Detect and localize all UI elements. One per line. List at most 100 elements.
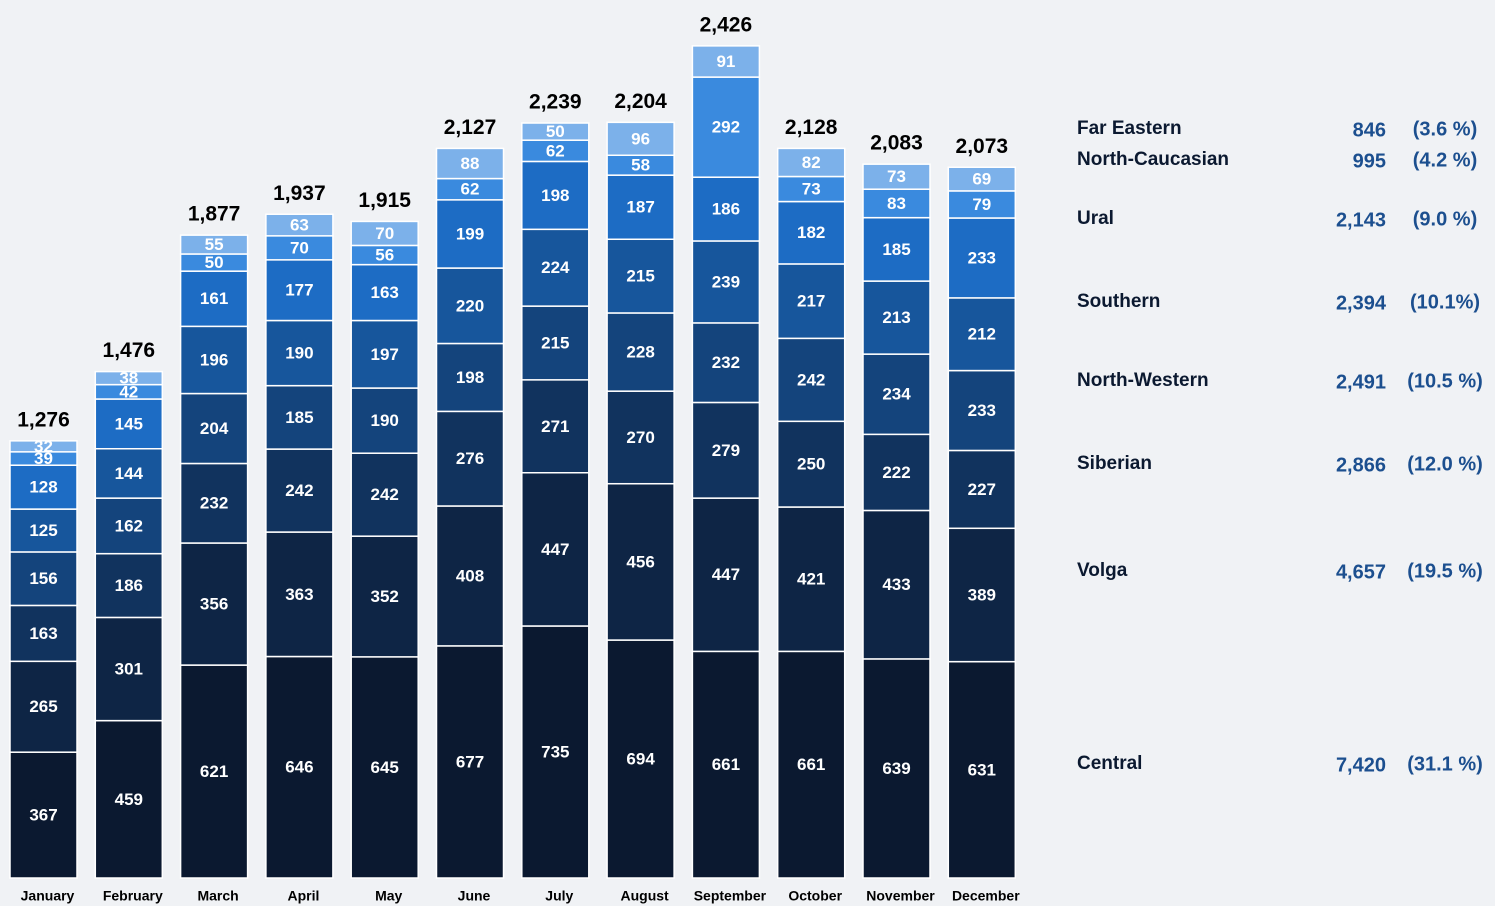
bar-segment	[9, 508, 78, 553]
bar-segment	[776, 506, 846, 653]
legend-share: (9.0 %)	[1413, 208, 1477, 230]
legend-name: Far Eastern	[1077, 118, 1182, 139]
legend-total: 846	[1353, 119, 1386, 141]
segment-label: 83	[887, 194, 906, 213]
legend-name: Central	[1077, 753, 1142, 774]
segment-label: 39	[34, 449, 53, 468]
bar-segment	[862, 163, 931, 190]
segment-label: 198	[541, 186, 569, 205]
bar-segment	[947, 166, 1017, 192]
segment-label: 661	[712, 755, 740, 774]
segment-label: 145	[115, 414, 143, 433]
bar-segment	[862, 188, 931, 219]
total-label: 2,127	[444, 116, 497, 139]
x-tick-label: December	[952, 888, 1020, 904]
total-label: 2,073	[956, 135, 1009, 158]
segment-label: 161	[200, 289, 228, 308]
bar-segment	[179, 462, 249, 544]
segment-label: 50	[546, 122, 565, 141]
bar-segment	[94, 719, 164, 879]
bar-segment	[350, 263, 419, 322]
segment-label: 661	[797, 755, 825, 774]
bar-segment	[350, 656, 419, 879]
bar-segment	[521, 379, 590, 474]
segment-label: 215	[626, 267, 654, 286]
legend-name: North-Caucasian	[1077, 149, 1229, 170]
x-tick-label: February	[103, 888, 163, 904]
segment-label: 144	[115, 464, 144, 483]
bar-segment	[776, 175, 846, 203]
segment-label: 32	[34, 437, 53, 456]
legend-share: (31.1 %)	[1407, 753, 1483, 775]
total-label: 1,937	[273, 182, 326, 205]
segment-label: 292	[712, 118, 740, 137]
bar-segment	[776, 650, 846, 879]
segment-label: 694	[626, 750, 655, 769]
segment-label: 279	[712, 441, 740, 460]
legend-share: (4.2 %)	[1413, 149, 1477, 171]
bar-segment	[606, 121, 675, 157]
bar-segment	[9, 551, 78, 607]
bar-segment	[521, 471, 590, 627]
x-tick-label: September	[694, 888, 767, 904]
x-tick-label: January	[21, 888, 75, 904]
segment-label: 163	[371, 283, 399, 302]
segment-label: 186	[712, 200, 740, 219]
legend-share: (19.5 %)	[1407, 560, 1483, 582]
legend-total: 2,394	[1336, 292, 1387, 314]
legend-share: (3.6 %)	[1413, 118, 1477, 140]
bar-segment	[435, 505, 505, 647]
segment-label: 408	[456, 566, 484, 585]
segment-label: 645	[371, 758, 399, 777]
segment-label: 389	[968, 585, 996, 604]
x-tick-label: November	[866, 888, 935, 904]
bar-segment	[947, 369, 1017, 452]
segment-label: 73	[887, 167, 906, 186]
legend-total: 995	[1353, 150, 1386, 172]
segment-label: 162	[115, 516, 143, 535]
bar-segment	[9, 440, 78, 453]
segment-label: 187	[626, 198, 654, 217]
legend-name: Southern	[1077, 291, 1160, 312]
segment-label: 239	[712, 272, 740, 291]
legend-share: (12.0 %)	[1407, 453, 1483, 475]
segment-label: 677	[456, 752, 484, 771]
legend-share: (10.1%)	[1410, 291, 1480, 313]
bar-segment	[947, 527, 1017, 663]
segment-label: 185	[882, 240, 910, 259]
bar-segment	[862, 433, 931, 512]
segment-label: 185	[285, 408, 313, 427]
total-label: 1,877	[188, 203, 241, 226]
legend-name: North-Western	[1077, 370, 1209, 391]
segment-label: 186	[115, 576, 143, 595]
bar-segment	[691, 401, 761, 499]
legend-total: 2,491	[1336, 371, 1386, 393]
segment-label: 447	[712, 565, 740, 584]
segment-label: 356	[200, 595, 228, 614]
segment-label: 198	[456, 368, 484, 387]
bar-segment	[947, 660, 1017, 879]
segment-label: 421	[797, 570, 825, 589]
bar-segment	[947, 190, 1017, 219]
segment-label: 91	[716, 52, 735, 71]
segment-label: 621	[200, 762, 228, 781]
segment-label: 250	[797, 455, 825, 474]
segment-label: 227	[968, 480, 996, 499]
segment-label: 222	[882, 463, 910, 482]
bar-segment	[521, 122, 590, 141]
segment-label: 63	[290, 216, 309, 235]
segment-label: 79	[972, 195, 991, 214]
bar-segment	[9, 751, 78, 879]
bar-segment	[350, 452, 419, 537]
bar-segment	[776, 337, 846, 423]
bar-segment	[435, 342, 505, 413]
segment-label: 242	[371, 485, 399, 504]
bar-segment	[776, 147, 846, 178]
bar-segment	[691, 76, 761, 178]
bar-segment	[265, 235, 334, 261]
bar-segment	[521, 625, 590, 879]
total-label: 2,239	[529, 91, 582, 114]
bar-segment	[435, 147, 505, 180]
x-tick-label: May	[375, 888, 402, 904]
segment-label: 363	[285, 585, 313, 604]
